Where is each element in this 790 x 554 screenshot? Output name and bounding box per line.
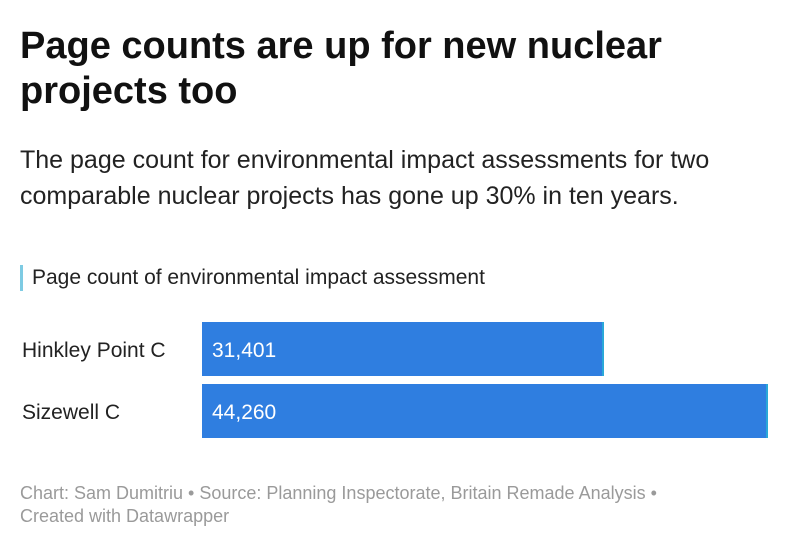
legend-item: Page count of environmental impact asses… bbox=[20, 265, 485, 291]
value-label-hinkley-point-c: 31,401 bbox=[212, 339, 276, 362]
value-label-sizewell-c: 44,260 bbox=[212, 401, 276, 424]
chart-footer: Chart: Sam Dumitriu • Source: Planning I… bbox=[20, 483, 657, 526]
chart-subtitle: The page count for environmental impact … bbox=[20, 146, 710, 210]
bar-chart: Hinkley Point C 31,401 Sizewell C 44,260 bbox=[22, 322, 768, 438]
legend-label: Page count of environmental impact asses… bbox=[32, 266, 485, 289]
category-label-sizewell-c: Sizewell C bbox=[22, 401, 120, 424]
bar-end-cap-hinkley-point-c bbox=[602, 322, 604, 376]
bar-sizewell-c bbox=[202, 384, 768, 438]
bar-hinkley-point-c bbox=[202, 322, 604, 376]
category-label-hinkley-point-c: Hinkley Point C bbox=[22, 339, 166, 362]
bar-end-cap-sizewell-c bbox=[766, 384, 768, 438]
chart-title: Page counts are up for new nuclear proje… bbox=[20, 25, 662, 112]
